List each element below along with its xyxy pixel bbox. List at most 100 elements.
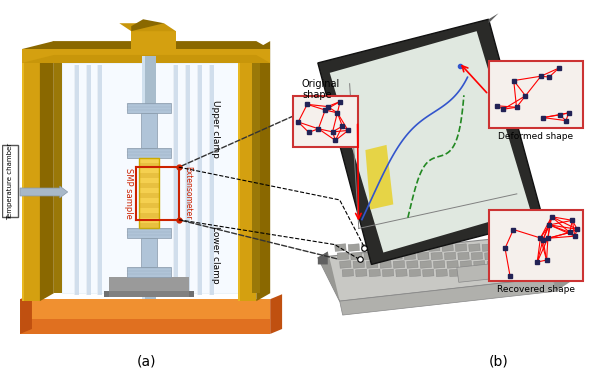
Bar <box>139 218 159 223</box>
Polygon shape <box>131 19 164 31</box>
Text: SMP sample: SMP sample <box>124 168 133 218</box>
Bar <box>139 158 159 228</box>
Polygon shape <box>495 244 507 251</box>
Polygon shape <box>471 252 483 260</box>
Bar <box>2 145 18 217</box>
Polygon shape <box>318 235 553 301</box>
Polygon shape <box>54 55 61 293</box>
Polygon shape <box>270 294 282 334</box>
Polygon shape <box>415 244 427 251</box>
Polygon shape <box>22 41 270 49</box>
Bar <box>139 173 159 178</box>
Bar <box>139 168 159 173</box>
Polygon shape <box>330 31 530 252</box>
Bar <box>139 208 159 213</box>
Text: Recovered shape: Recovered shape <box>496 285 574 294</box>
Bar <box>139 163 159 168</box>
Polygon shape <box>444 252 456 260</box>
Bar <box>139 193 159 198</box>
Polygon shape <box>375 244 387 251</box>
Polygon shape <box>463 269 474 277</box>
Bar <box>293 96 358 147</box>
Polygon shape <box>197 65 198 295</box>
Polygon shape <box>20 319 270 334</box>
Polygon shape <box>98 65 102 295</box>
Polygon shape <box>469 244 480 251</box>
Polygon shape <box>350 252 362 260</box>
Bar <box>139 203 159 208</box>
Polygon shape <box>433 261 445 268</box>
Polygon shape <box>473 261 485 268</box>
Text: Temperature chamber: Temperature chamber <box>7 143 13 219</box>
Bar <box>139 183 159 188</box>
Polygon shape <box>209 65 213 295</box>
Polygon shape <box>340 261 351 268</box>
Polygon shape <box>348 244 359 251</box>
Polygon shape <box>109 277 189 291</box>
Polygon shape <box>131 31 176 49</box>
Text: (b): (b) <box>489 355 508 369</box>
Polygon shape <box>185 65 186 295</box>
Bar <box>489 61 583 128</box>
Text: Lower clamp: Lower clamp <box>210 226 220 283</box>
Polygon shape <box>482 244 493 251</box>
Polygon shape <box>509 244 520 251</box>
Text: Deformed shape: Deformed shape <box>498 132 573 141</box>
Polygon shape <box>20 299 270 319</box>
Polygon shape <box>141 113 157 148</box>
Bar <box>139 213 159 218</box>
Polygon shape <box>380 261 391 268</box>
Polygon shape <box>197 65 202 295</box>
Polygon shape <box>318 252 328 265</box>
Polygon shape <box>238 49 241 301</box>
Bar <box>139 188 159 193</box>
Polygon shape <box>420 261 431 268</box>
Polygon shape <box>447 261 458 268</box>
Polygon shape <box>388 244 400 251</box>
Polygon shape <box>22 49 270 63</box>
Polygon shape <box>418 252 429 260</box>
Text: Extensometer: Extensometer <box>183 166 192 220</box>
Polygon shape <box>517 269 528 277</box>
Polygon shape <box>142 56 145 299</box>
Polygon shape <box>458 252 469 260</box>
Polygon shape <box>391 252 402 260</box>
Polygon shape <box>86 65 90 295</box>
Polygon shape <box>209 65 210 295</box>
Polygon shape <box>22 55 270 63</box>
Polygon shape <box>409 269 421 277</box>
Polygon shape <box>487 261 498 268</box>
Bar <box>61 63 252 293</box>
Polygon shape <box>378 252 389 260</box>
Polygon shape <box>109 291 189 297</box>
Bar <box>139 198 159 203</box>
Polygon shape <box>40 41 54 301</box>
Polygon shape <box>407 261 418 268</box>
Polygon shape <box>362 244 373 251</box>
Polygon shape <box>318 252 340 301</box>
Polygon shape <box>485 252 496 260</box>
Polygon shape <box>511 252 523 260</box>
Polygon shape <box>402 244 413 251</box>
Polygon shape <box>442 244 453 251</box>
Polygon shape <box>503 269 514 277</box>
Bar <box>139 178 159 183</box>
Polygon shape <box>365 145 393 210</box>
Polygon shape <box>382 269 394 277</box>
Polygon shape <box>238 49 256 301</box>
Polygon shape <box>173 65 174 295</box>
Polygon shape <box>127 148 171 158</box>
Polygon shape <box>318 19 543 265</box>
Polygon shape <box>514 261 525 268</box>
Polygon shape <box>356 269 367 277</box>
Polygon shape <box>460 261 472 268</box>
Polygon shape <box>423 269 434 277</box>
Polygon shape <box>501 261 512 268</box>
Bar <box>139 158 159 163</box>
Polygon shape <box>127 268 171 277</box>
Polygon shape <box>553 268 571 291</box>
Polygon shape <box>353 261 365 268</box>
Polygon shape <box>449 269 461 277</box>
Polygon shape <box>335 244 346 251</box>
Polygon shape <box>489 13 498 23</box>
